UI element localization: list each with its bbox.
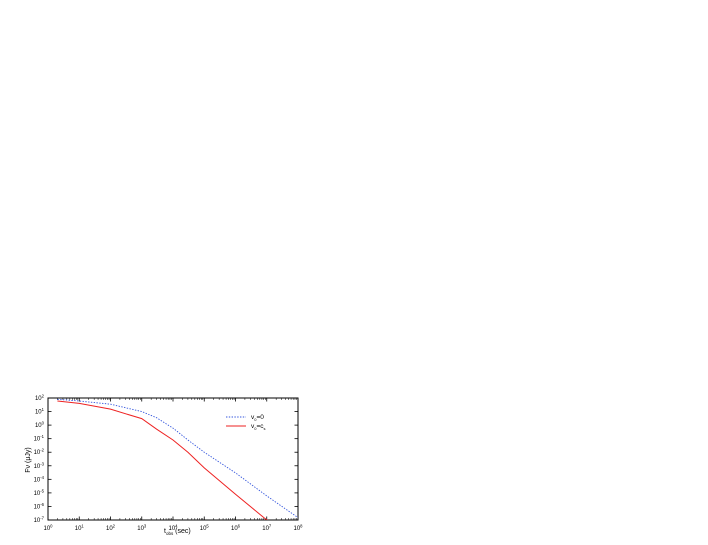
legend-2-sub: 0: [254, 426, 257, 431]
y-tick-label: 102: [35, 394, 45, 403]
x-tick-label: 105: [200, 524, 210, 533]
legend-2-sub2: s: [264, 426, 266, 431]
x-ticks: [47, 398, 299, 520]
legend-1-main: v: [251, 414, 255, 421]
y-tick-label: 10-7: [34, 516, 45, 525]
y-tick-labels: 10-7 10-6 10-5 10-4 10-3 10-2 10-1 100 101 102: [34, 394, 45, 525]
legend-2-rest: =c: [256, 423, 264, 430]
x-tick-label: 103: [137, 524, 147, 533]
plot-frame: [47, 397, 299, 521]
plot-area: 100 101 102 103 104 105 106 107 108 10-7 10-6 10-5…: [34, 394, 304, 533]
y-tick-label: 10-2: [34, 448, 45, 457]
legend-2-main: v: [251, 423, 255, 430]
series-line-1: [57, 398, 298, 518]
x-tick-label: 100: [43, 524, 53, 533]
x-tick-labels: 100 101 102 103 104 105 106 107 108: [43, 524, 303, 533]
legend-label-series-1: v0=0: [251, 414, 264, 422]
y-tick-label: 101: [35, 407, 45, 416]
series-lines: [57, 398, 298, 520]
y-tick-label: 100: [35, 421, 45, 430]
x-axis-title-sub: obs: [166, 531, 174, 536]
y-ticks: [48, 397, 298, 521]
y-axis-title: Fν (μJy): [25, 447, 32, 472]
y-tick-label: 10-5: [34, 488, 45, 497]
x-tick-label: 104: [168, 524, 178, 533]
legend-1-rest: =0: [256, 414, 264, 421]
x-tick-label: 108: [293, 524, 303, 533]
y-tick-label: 10-4: [34, 475, 45, 484]
legend-label-series-2: v0=cs: [251, 423, 266, 431]
x-axis-title-rest: (sec): [173, 528, 191, 535]
series-line-2: [57, 400, 269, 520]
x-tick-label: 107: [262, 524, 272, 533]
y-tick-label: 10-3: [34, 461, 45, 470]
y-tick-label: 10-1: [34, 434, 45, 443]
y-tick-label: 10-6: [34, 502, 45, 511]
x-tick-label: 102: [106, 524, 116, 533]
x-tick-label: 101: [75, 524, 85, 533]
x-tick-label: 106: [231, 524, 241, 533]
legend-1-sub: 0: [254, 417, 257, 422]
x-axis-title-main: t: [164, 528, 166, 535]
x-axis-title: tobs (sec): [164, 528, 191, 536]
legend: v0=0 v0=cs: [226, 414, 266, 431]
